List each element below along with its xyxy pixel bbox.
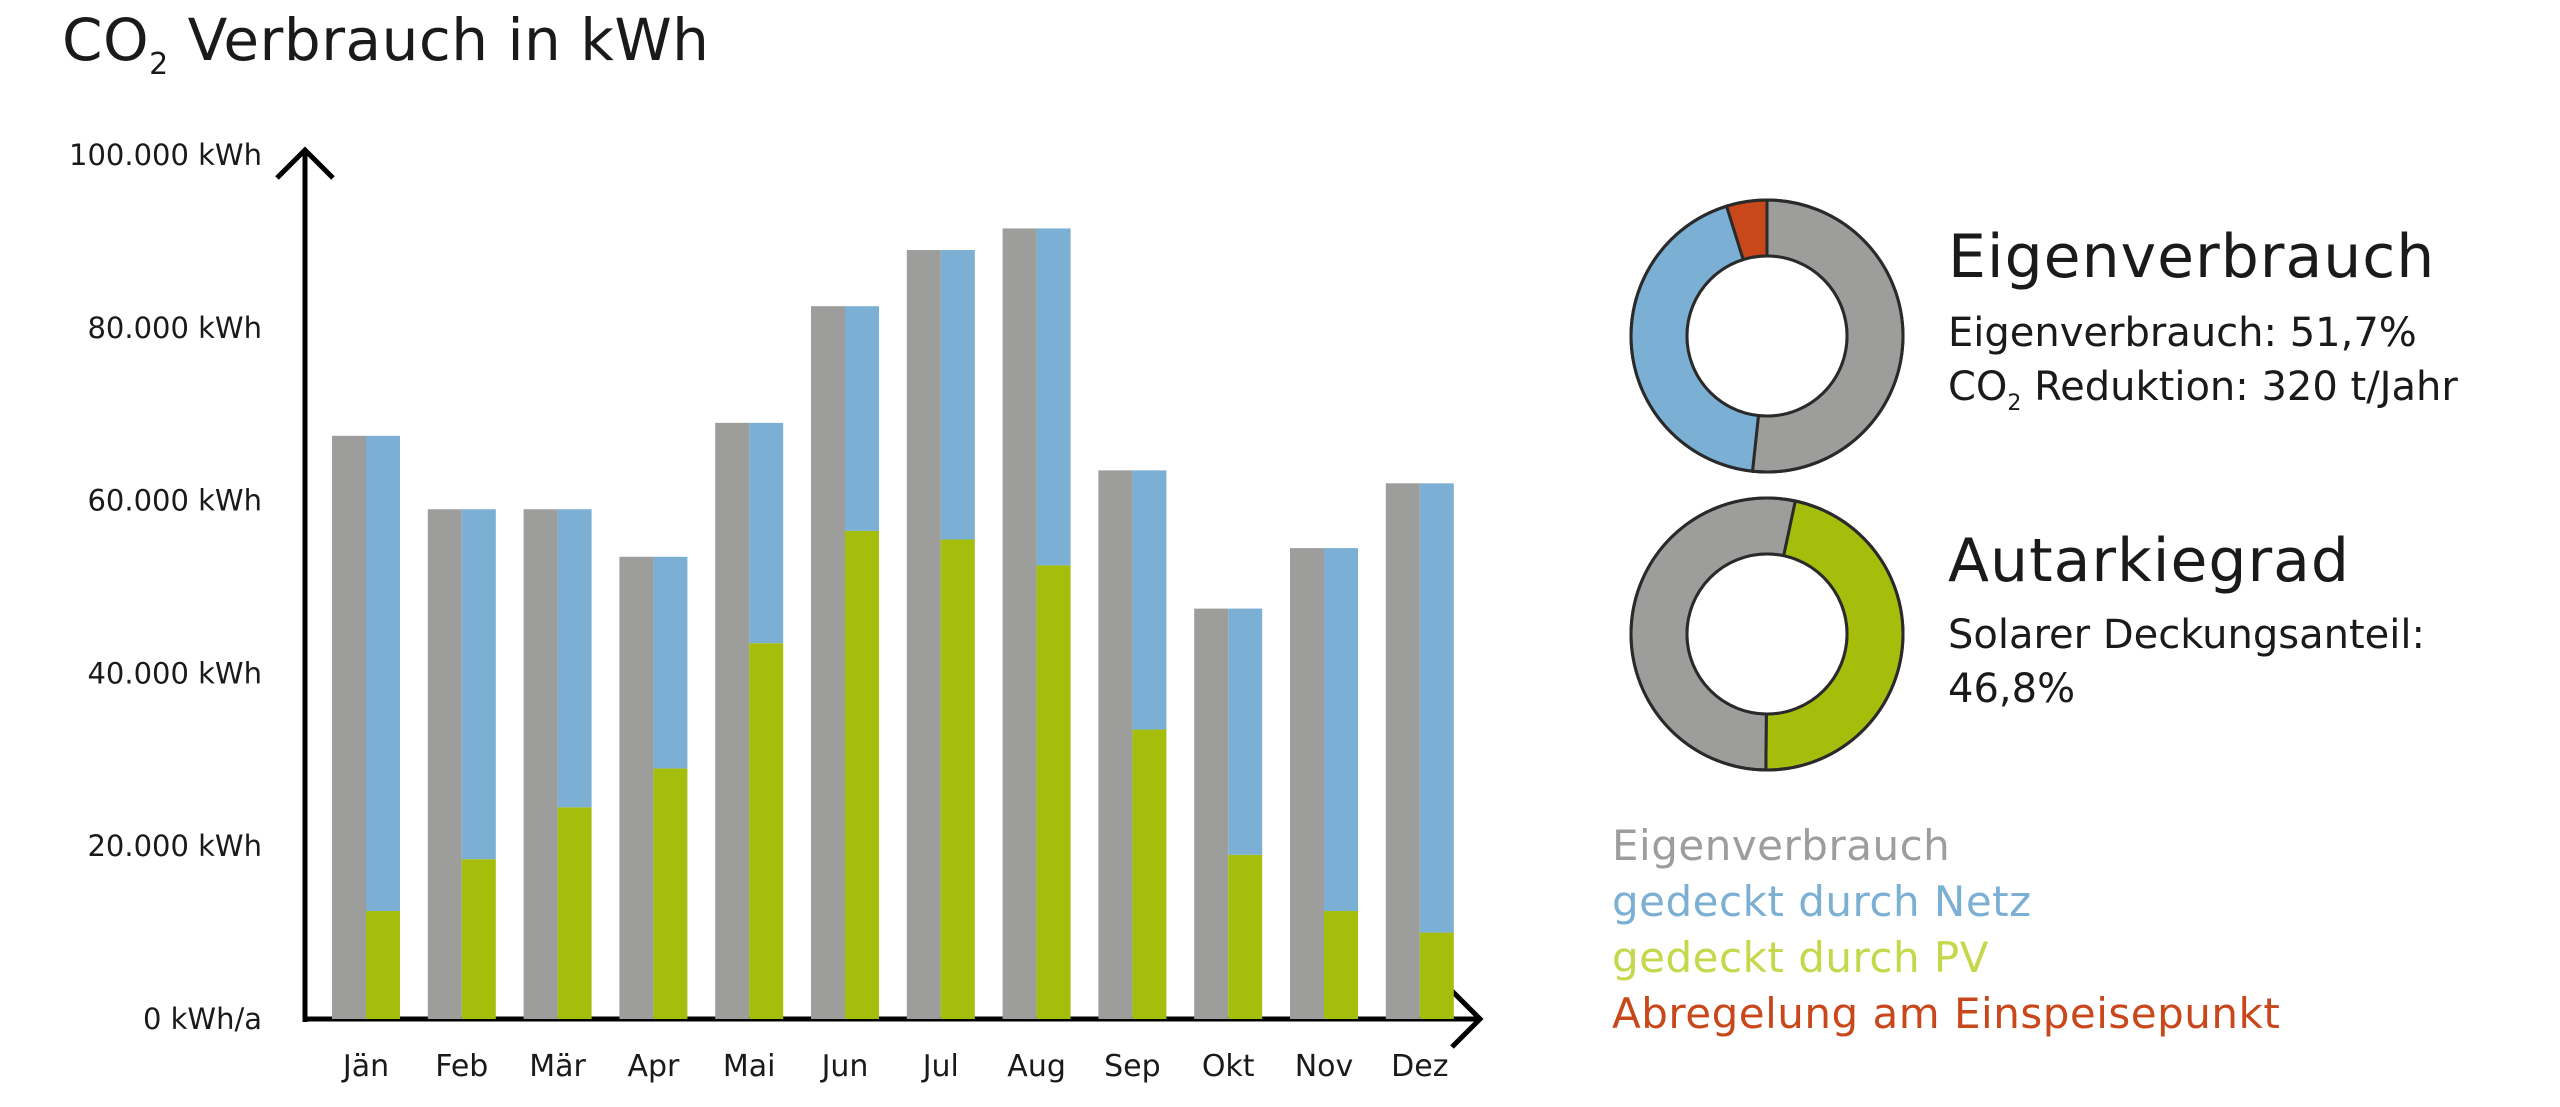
bar-pv [461,859,496,1019]
autarkiegrad-panel: Autarkiegrad Solarer Deckungsanteil: 46,… [1948,526,2425,716]
bar-pv [366,911,400,1019]
bar-netz [940,250,975,540]
chart-legend: Eigenverbrauch gedeckt durch Netz gedeck… [1612,818,2280,1042]
bar-eigenverbrauch [523,509,558,1019]
bar-netz [366,435,400,911]
x-axis-arrow [1450,989,1484,1049]
x-tick-label: Apr [627,1049,680,1084]
donut-eigenverbrauch-outline [1629,198,1905,474]
solarer-deckungsanteil-label: Solarer Deckungsanteil: [1948,612,2425,658]
bar-eigenverbrauch [715,422,750,1020]
bar-netz [1036,228,1071,566]
bar-eigenverbrauch [1385,483,1420,1019]
y-tick-label: 60.000 kWh [87,484,262,518]
bar-netz [653,556,688,769]
eigenverbrauch-panel: Eigenverbrauch Eigenverbrauch: 51,7% CO2… [1948,222,2458,421]
bar-eigenverbrauch [1290,548,1324,1019]
bar-netz [1132,470,1167,730]
title-text-rest: Verbrauch in kWh [168,6,710,74]
title-subscript: 2 [149,47,169,82]
legend-item-pv: gedeckt durch PV [1612,933,1989,982]
bar-pv [845,530,879,1019]
co2-reduktion-value: CO2 Reduktion: 320 t/Jahr [1948,360,2458,421]
x-tick-label: Jän [341,1049,389,1084]
x-tick-label: Mär [529,1049,586,1084]
y-tick-label: 80.000 kWh [87,311,262,345]
x-tick-label: Jun [820,1049,869,1084]
bar-eigenverbrauch [427,509,462,1019]
y-tick-label: 0 kWh/a [143,1002,262,1036]
bar-pv [1324,911,1358,1019]
bar-pv [940,539,975,1019]
co2-reduktion-text: Reduktion: 320 t/Jahr [2021,364,2458,410]
bar-eigenverbrauch [1194,608,1229,1019]
x-tick-label: Okt [1202,1049,1255,1084]
eigenverbrauch-title: Eigenverbrauch [1948,222,2436,292]
bar-netz [845,306,879,531]
y-tick-label: 20.000 kWh [87,829,262,863]
bar-netz [1228,608,1263,855]
eigenverbrauch-value: Eigenverbrauch: 51,7% [1948,310,2417,356]
bar-pv [749,643,784,1019]
bar-eigenverbrauch [619,556,654,1019]
title-text: CO [62,6,150,74]
x-tick-label: Sep [1104,1049,1161,1084]
bar-pv [1036,565,1071,1019]
bar-netz [557,509,592,808]
x-tick-label: Aug [1007,1049,1066,1084]
bar-pv [557,807,592,1019]
bar-eigenverbrauch [811,306,845,1019]
y-tick-label: 40.000 kWh [87,656,262,690]
autarkiegrad-title: Autarkiegrad [1948,526,2350,596]
bar-eigenverbrauch [332,435,366,1019]
x-tick-label: Jul [921,1049,959,1084]
bar-eigenverbrauch [906,250,941,1020]
donut-autarkiegrad-hole [1685,552,1849,716]
bar-pv [1132,729,1167,1019]
legend-item-eigenverbrauch: Eigenverbrauch [1612,821,1951,870]
bar-netz [1324,548,1358,911]
bar-eigenverbrauch [1002,228,1037,1019]
co2-subscript: 2 [2007,391,2022,416]
bar-eigenverbrauch [1098,470,1133,1019]
solarer-deckungsanteil-value: 46,8% [1948,666,2076,712]
bar-pv [653,768,688,1019]
x-tick-label: Dez [1391,1049,1448,1084]
legend-item-netz: gedeckt durch Netz [1612,877,2032,926]
donut-eigenverbrauch-hole [1685,254,1849,418]
bar-netz [749,422,784,644]
bar-netz [461,509,496,860]
y-tick-label: 100.000 kWh [69,138,262,172]
x-tick-label: Mai [723,1049,776,1084]
x-tick-label: Nov [1295,1049,1354,1084]
donut-autarkiegrad-outline [1629,496,1905,772]
bar-netz [1419,483,1454,933]
chart-title: CO2 Verbrauch in kWh [62,6,710,82]
legend-item-abregelung: Abregelung am Einspeisepunkt [1612,989,2281,1038]
x-tick-label: Feb [435,1049,488,1084]
bar-pv [1228,854,1263,1019]
y-axis-arrow [275,146,335,180]
co2-text: CO [1948,364,2008,410]
bar-pv [1419,932,1454,1019]
